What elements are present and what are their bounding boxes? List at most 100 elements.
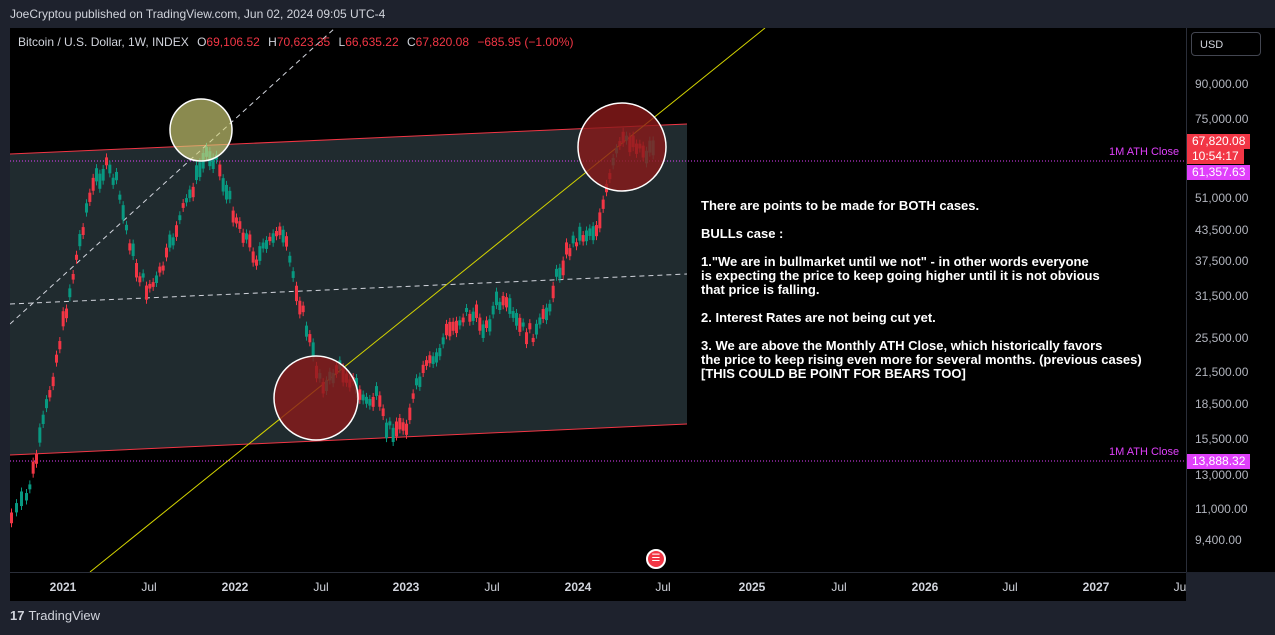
close-key: C (406, 35, 416, 49)
price-tick: 75,000.00 (1195, 112, 1249, 126)
candle-body (425, 360, 428, 366)
candle-body (411, 393, 415, 399)
candle-body (415, 378, 418, 386)
price-tick: 37,500.00 (1195, 254, 1249, 268)
price-tick: 25,500.00 (1195, 331, 1249, 345)
candle-body (151, 282, 155, 287)
candle-body (20, 491, 23, 507)
candle-body (461, 317, 465, 323)
candle-body (498, 301, 502, 311)
candle-body (468, 313, 472, 322)
candle-body (198, 162, 202, 178)
candle-body (455, 320, 458, 334)
candle-body (241, 232, 245, 243)
candle-body (135, 263, 138, 278)
candle-body (161, 265, 165, 271)
currency-selector[interactable]: USD (1191, 32, 1261, 56)
candle-body (158, 266, 162, 273)
candle-body (261, 242, 265, 249)
time-tick: Jul (831, 580, 847, 594)
candle-body (408, 407, 412, 421)
candle-body (268, 236, 272, 242)
time-axis[interactable]: 2021 Jul 2022 Jul 2023 Jul 2024 Jul 2025… (10, 572, 1186, 601)
time-tick: 2024 (564, 580, 592, 594)
candle-body (131, 243, 135, 257)
candle-body (308, 334, 312, 343)
candle-body (175, 225, 178, 237)
candle-body (581, 235, 585, 242)
price-tick: 31,500.00 (1195, 289, 1249, 303)
brand-name: TradingView (28, 608, 101, 623)
candle-body (128, 243, 132, 251)
note-line: that price is falling. (701, 282, 820, 297)
candle-body (545, 307, 548, 321)
candle-body (375, 386, 378, 396)
change-value: −685.95 (−1.00%) (477, 35, 574, 49)
candle-body (568, 248, 572, 257)
candle-body (121, 205, 125, 220)
candle-body (35, 453, 38, 464)
candle-body (81, 227, 85, 235)
open-value: 69,106.52 (206, 35, 260, 49)
candle-body (515, 313, 518, 326)
chart-pane[interactable]: Bitcoin / U.S. Dollar, 1W, INDEX O69,106… (10, 28, 1186, 572)
candle-body (401, 422, 405, 431)
time-tick: Ju (1173, 580, 1187, 594)
candle-body (458, 320, 462, 326)
time-tick: 2027 (1082, 580, 1110, 594)
candle-body (441, 337, 445, 345)
candle-body (10, 512, 13, 524)
ohlc-legend: Bitcoin / U.S. Dollar, 1W, INDEX O69,106… (18, 35, 573, 49)
price-axis[interactable]: USD 90,000.00 75,000.00 51,000.00 43,500… (1186, 28, 1275, 572)
price-tick: 15,500.00 (1195, 432, 1249, 446)
candle-body (98, 173, 102, 189)
candle-body (435, 352, 438, 363)
top-bar: JoeCryptou published on TradingView.com,… (0, 0, 1275, 28)
candle-body (61, 311, 65, 327)
analysis-note: There are points to be made for BOTH cas… (701, 199, 1181, 381)
candle-body (501, 295, 505, 306)
candle-body (45, 399, 48, 409)
candle-body (88, 192, 92, 202)
candle-body (311, 342, 315, 358)
price-channel (10, 124, 687, 455)
candle-body (148, 283, 152, 289)
candle-body (105, 157, 108, 166)
candle-body (185, 198, 188, 203)
tradingview-footer[interactable]: 17 TradingView (10, 608, 100, 623)
price-tick: 90,000.00 (1195, 77, 1249, 91)
low-key: L (338, 35, 346, 49)
chart-canvas (10, 28, 1186, 572)
us-flag-icon[interactable]: ☰ (646, 549, 666, 569)
candle-body (68, 288, 72, 298)
note-line: 2. Interest Rates are not being cut yet. (701, 310, 936, 325)
symbol-name[interactable]: Bitcoin / U.S. Dollar, 1W, INDEX (18, 35, 189, 49)
candle-body (245, 233, 248, 240)
candle-body (238, 221, 242, 229)
candle-body (95, 168, 98, 182)
candle-body (165, 247, 168, 258)
candle-body (221, 178, 225, 192)
price-tick: 43,500.00 (1195, 223, 1249, 237)
high-key: H (268, 35, 277, 49)
candle-body (168, 234, 172, 248)
candle-body (181, 203, 185, 208)
price-tick: 9,400.00 (1195, 533, 1242, 547)
candle-body (495, 291, 498, 306)
time-tick: Jul (141, 580, 157, 594)
candle-body (188, 189, 192, 199)
time-tick: Jul (313, 580, 329, 594)
candle-body (538, 317, 542, 325)
bar-countdown-badge: 10:54:17 (1187, 149, 1244, 164)
candle-body (448, 321, 452, 337)
candle-body (388, 421, 392, 426)
candle-body (15, 503, 18, 513)
candle-body (28, 484, 32, 490)
time-tick: 2022 (221, 580, 249, 594)
candle-body (218, 164, 222, 177)
candle-body (451, 321, 455, 331)
candle-body (558, 267, 562, 279)
candle-body (365, 396, 368, 404)
candle-body (491, 305, 495, 315)
candle-body (108, 164, 112, 174)
